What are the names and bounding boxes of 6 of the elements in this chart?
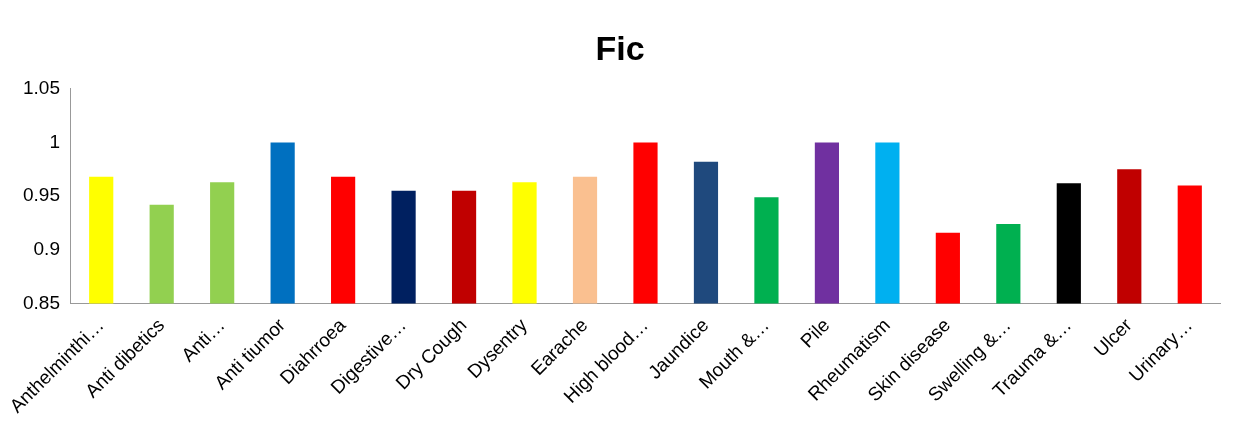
y-tick-label: 0.95	[23, 184, 60, 206]
y-tick-label: 1.05	[23, 77, 60, 99]
y-tick-label: 0.85	[23, 291, 60, 313]
y-tick-label: 0.9	[33, 238, 60, 260]
chart-title: Fic	[595, 28, 645, 67]
y-tick-label: 1	[49, 130, 60, 152]
